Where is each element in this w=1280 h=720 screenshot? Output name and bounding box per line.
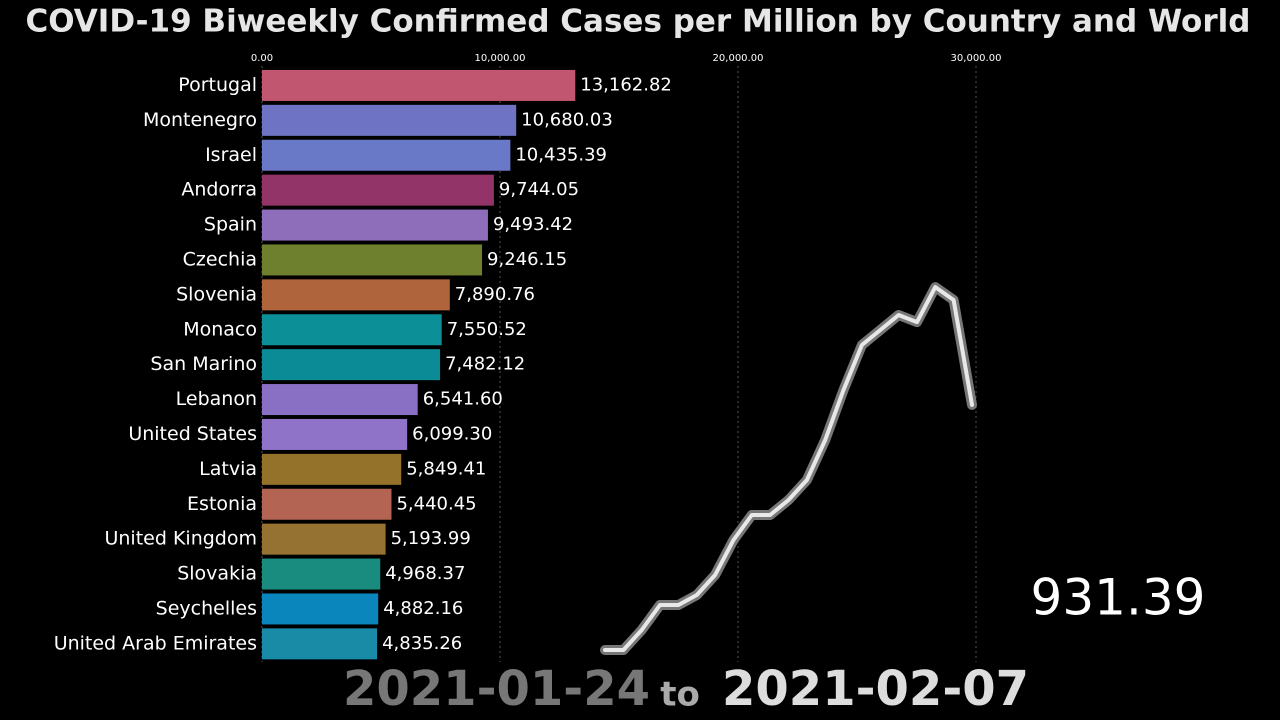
category-label: Montenegro [143,109,257,131]
value-label: 10,680.03 [521,109,613,130]
value-label: 5,849.41 [406,458,486,479]
x-tick-label: 10,000.00 [475,53,526,64]
value-label: 9,493.42 [493,214,573,235]
value-label: 7,482.12 [445,354,525,375]
bar [262,488,392,520]
bar [262,523,386,555]
bar [262,139,511,171]
category-label: United Arab Emirates [54,632,257,654]
bar [262,104,517,136]
bar [262,418,408,450]
bar [262,453,402,485]
category-label: Israel [205,144,257,166]
bar [262,279,450,311]
value-label: 13,162.82 [580,74,672,95]
value-label: 9,744.05 [499,179,579,200]
category-label: Spain [204,214,257,236]
world-value: 931.39 [1031,569,1206,627]
category-label: Slovakia [177,563,257,585]
value-label: 6,099.30 [412,423,492,444]
bar [262,628,378,660]
bar [262,558,381,590]
bar [262,69,576,101]
value-label: 4,835.26 [382,633,462,654]
category-label: Portugal [178,74,257,96]
bar [262,174,494,206]
value-label: 5,193.99 [391,528,471,549]
value-label: 9,246.15 [487,249,567,270]
category-label: United States [128,423,257,445]
date-end: 2021-02-07 [722,661,1029,717]
bar [262,593,379,625]
date-sep: to [660,675,700,715]
category-label: Andorra [181,179,257,201]
value-label: 4,968.37 [385,563,465,584]
chart-title: COVID-19 Biweekly Confirmed Cases per Mi… [26,4,1251,40]
category-label: Seychelles [156,597,257,619]
value-label: 4,882.16 [383,598,463,619]
x-tick-label: 30,000.00 [951,53,1002,64]
category-label: United Kingdom [104,528,257,550]
bar [262,244,483,276]
date-start: 2021-01-24 [343,661,650,717]
value-label: 7,890.76 [455,284,535,305]
world-line-outline [600,282,977,655]
category-label: Lebanon [176,388,257,410]
category-label: San Marino [150,353,257,375]
category-label: Czechia [183,248,257,270]
category-label: Monaco [183,318,257,340]
x-tick-label: 20,000.00 [713,53,764,64]
world-line [603,285,974,652]
value-label: 6,541.60 [423,389,503,410]
category-label: Latvia [199,458,257,480]
category-label: Estonia [187,493,257,515]
value-label: 7,550.52 [447,319,527,340]
value-label: 5,440.45 [396,493,476,514]
category-label: Slovenia [176,283,257,305]
bar [262,314,442,346]
bar [262,384,418,416]
bar [262,349,441,381]
bar [262,209,488,241]
value-label: 10,435.39 [515,144,607,165]
x-tick-label: 0.00 [251,53,273,64]
